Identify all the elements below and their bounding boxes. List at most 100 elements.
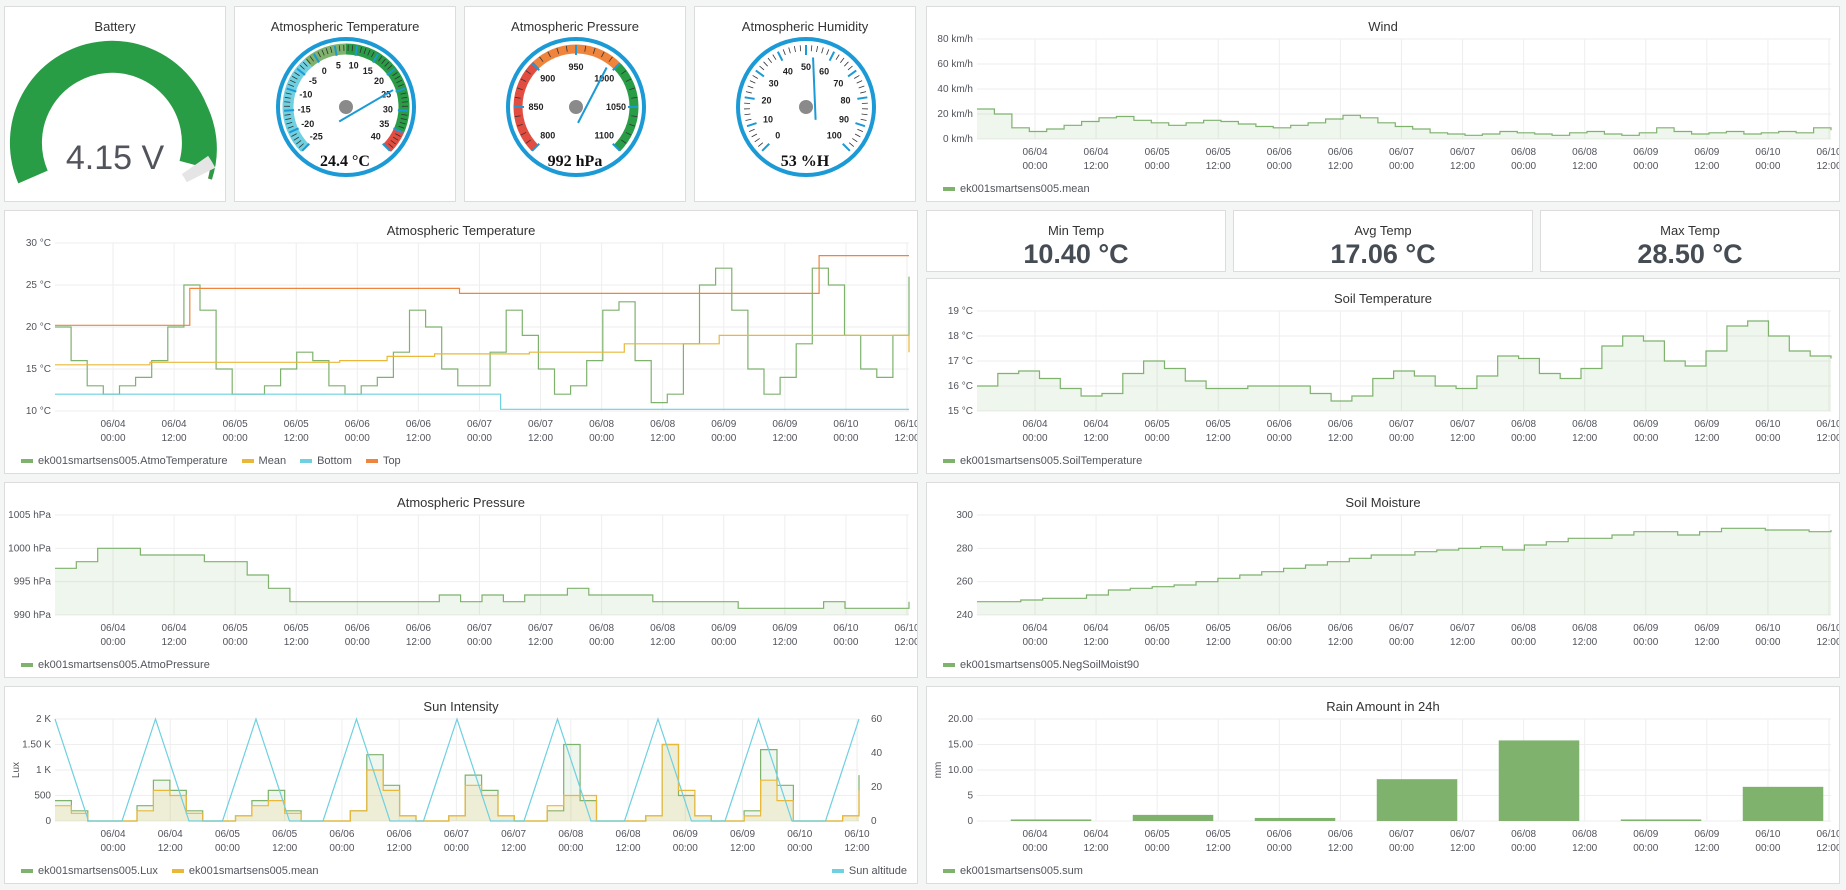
dial-label: -5 <box>309 76 317 86</box>
x-tick-label: 06/07 <box>1450 623 1475 634</box>
x-tick-label: 12:00 <box>284 637 309 648</box>
dial-tick <box>844 61 849 67</box>
x-tick-label: 06/08 <box>650 623 675 634</box>
bar <box>1132 814 1214 821</box>
panel-title: Avg Temp <box>1354 223 1412 238</box>
dial-tick <box>848 142 855 147</box>
dial-label: 10 <box>763 114 773 124</box>
panel-title: Battery <box>94 19 136 34</box>
dial-tick <box>397 83 404 87</box>
x-tick-label: 06/04 <box>1084 623 1109 634</box>
y-axis-label: Lux <box>11 762 22 778</box>
x-tick-label: 12:00 <box>1816 433 1840 444</box>
x-tick-label: 00:00 <box>1755 637 1780 648</box>
dial-major-tick <box>531 62 540 71</box>
legend-item[interactable]: ek001smartsens005.AtmoTemperature <box>21 455 228 467</box>
y-tick-label: 1005 hPa <box>8 510 51 521</box>
y-tick-label: 25 °C <box>26 280 51 291</box>
dial-needle <box>338 89 394 123</box>
y2-tick-label: 20 <box>871 782 883 793</box>
dial-tick <box>592 47 596 54</box>
y-tick-label: 20.00 <box>948 714 973 725</box>
dial-tick <box>306 58 311 65</box>
dial-label: -25 <box>310 132 323 142</box>
dial-tick <box>556 47 560 54</box>
dial-tick <box>525 70 531 75</box>
sun-chart: 0 500 1 K 1.50 K 2 K 0 20 40 60 Lux 06/04 00:00 06/0… <box>11 714 883 854</box>
dial-tick <box>629 87 636 91</box>
x-tick-label: 06/10 <box>1755 623 1780 634</box>
series-area <box>55 548 909 615</box>
y-tick-label: 240 <box>956 610 973 621</box>
dial-tick <box>286 121 293 125</box>
x-tick-label: 06/06 <box>1328 147 1353 158</box>
x-tick-label: 06/05 <box>1145 419 1170 430</box>
x-tick-label: 06/04 <box>100 623 125 634</box>
legend-item[interactable]: ek001smartsens005.mean <box>943 183 1090 195</box>
dial-label: 15 <box>363 66 373 76</box>
dial-tick <box>287 125 294 129</box>
dial-label: 100 <box>827 130 842 140</box>
dial-label: 0 <box>775 130 780 140</box>
dial-tick <box>835 54 840 60</box>
x-tick-label: 12:00 <box>387 843 412 854</box>
legend-item[interactable]: Top <box>365 455 401 467</box>
dial-major-tick <box>395 87 406 93</box>
chart-legend: ek001smartsens005.AtmoTemperature Mean B… <box>21 455 401 467</box>
dial-tick <box>749 80 756 84</box>
legend-item[interactable]: ek001smartsens005.NegSoilMoist90 <box>943 659 1139 671</box>
x-tick-label: 00:00 <box>589 433 614 444</box>
x-tick-label: 12:00 <box>1816 161 1840 172</box>
x-tick-label: 06/10 <box>1816 419 1840 430</box>
series-line <box>977 320 1832 402</box>
x-tick-label: 06/10 <box>1755 419 1780 430</box>
series-line <box>55 267 910 404</box>
x-tick-label: 06/07 <box>1450 147 1475 158</box>
y-tick-label: 300 <box>956 510 973 521</box>
y-tick-label: 1.50 K <box>22 740 51 751</box>
dial-label: 20 <box>761 96 771 106</box>
dial-tick <box>584 45 587 52</box>
dial-major-tick <box>842 143 851 152</box>
x-tick-label: 06/04 <box>158 829 183 840</box>
y-tick-label: 16 °C <box>948 381 973 392</box>
dial-tick <box>302 61 308 67</box>
sun-panel: Sun Intensity 0 500 1 K 1.50 K 2 K 0 20 40 60 Lux… <box>4 686 918 884</box>
x-tick-label: 12:00 <box>1206 161 1231 172</box>
legend-item[interactable]: ek001smartsens005.sum <box>943 865 1083 877</box>
x-tick-label: 06/07 <box>467 419 492 430</box>
y-tick-label: 0 <box>967 816 973 827</box>
battery-panel: Battery 4.15 V <box>4 6 226 202</box>
dial-tick <box>631 115 638 118</box>
x-tick-label: 06/07 <box>501 829 526 840</box>
x-tick-label: 06/05 <box>1206 623 1231 634</box>
legend-item[interactable]: Mean <box>241 455 286 467</box>
pressure-dial: 800 850 900 950 1000 1050 1100 <box>506 37 646 177</box>
legend-item[interactable]: ek001smartsens005.SoilTemperature <box>943 455 1142 467</box>
panel-title: Rain Amount in 24h <box>1326 699 1440 714</box>
series-line <box>55 547 910 609</box>
temperature-gauge-value: 24.4 °C <box>320 153 370 170</box>
x-tick-label: 06/08 <box>1511 623 1536 634</box>
bar <box>1254 817 1336 821</box>
panel-title: Atmospheric Temperature <box>270 19 420 34</box>
dial-label: 800 <box>540 130 555 140</box>
legend-item[interactable]: Sun altitude <box>831 865 907 877</box>
y-tick-label: 19 °C <box>948 306 973 317</box>
dial-tick <box>330 46 333 53</box>
dial-major-tick <box>531 143 540 152</box>
dial-tick <box>289 79 296 84</box>
legend-item[interactable]: ek001smartsens005.AtmoPressure <box>21 659 210 671</box>
legend-item[interactable]: Bottom <box>300 455 352 467</box>
legend-item[interactable]: ek001smartsens005.mean <box>171 865 319 877</box>
panel-title: Atmospheric Humidity <box>741 19 869 34</box>
legend-item[interactable]: ek001smartsens005.Lux <box>21 865 158 877</box>
x-tick-label: 12:00 <box>1084 637 1109 648</box>
x-tick-label: 06/05 <box>284 419 309 430</box>
x-tick-label: 00:00 <box>1633 161 1658 172</box>
dial-tick <box>860 91 867 94</box>
dial-tick <box>384 61 390 67</box>
y-tick-label: 1000 hPa <box>8 543 51 554</box>
dial-tick <box>799 45 802 52</box>
dial-major-tick <box>354 45 359 57</box>
